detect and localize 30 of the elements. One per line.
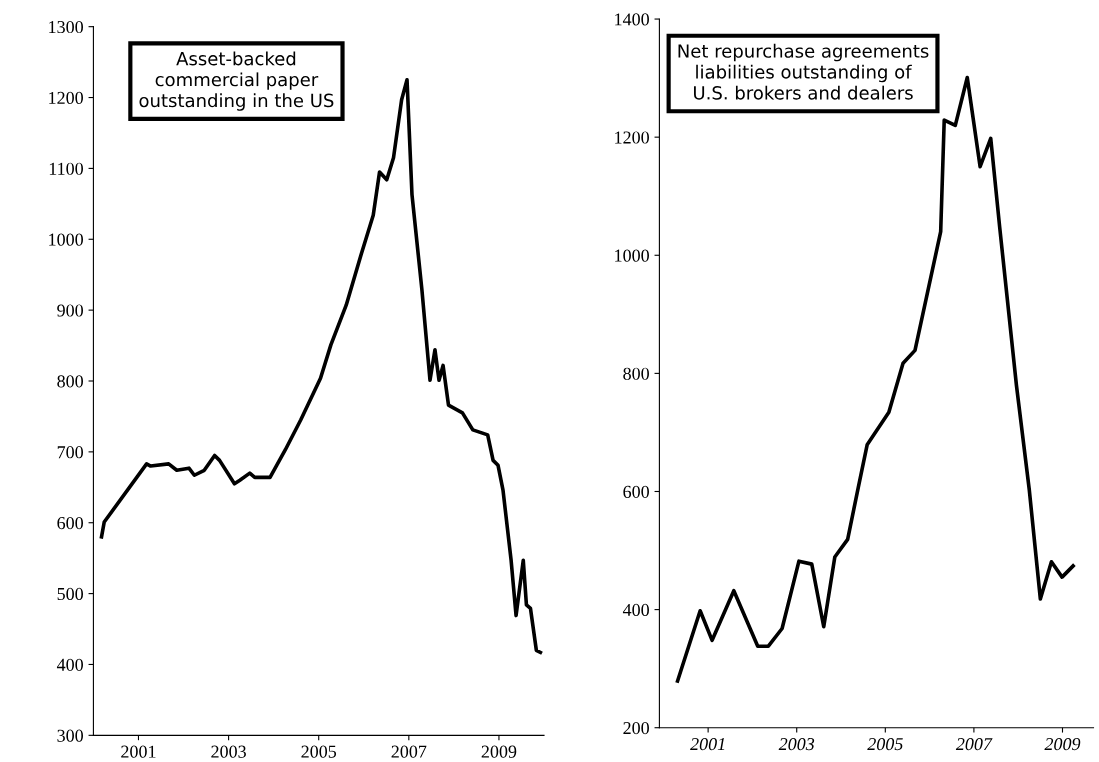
y-tick-label: 500 [57,587,83,601]
y-tick-label: 1300 [49,20,83,34]
y-tick-label: 1200 [615,131,649,144]
y-tick-label: 700 [57,446,83,459]
y-tick-label: 1000 [49,233,83,246]
x-tick-label: 2001 [690,737,725,751]
x-tick-label: 2001 [121,745,156,758]
y-tick-label: 900 [57,304,83,317]
y-tick-label: 600 [57,516,83,530]
y-tick-label: 1200 [49,91,83,104]
x-tick-label: 2005 [867,737,903,751]
y-tick-label: 600 [623,485,649,498]
y-tick-label: 800 [57,375,83,388]
y-tick-label: 200 [623,721,649,735]
x-tick-label: 2003 [778,737,815,751]
y-tick-label: 1400 [615,13,649,26]
x-tick-label: 2007 [955,737,993,751]
y-tick-label: 800 [623,367,649,380]
y-tick-label: 1000 [615,249,649,262]
text: Asset-backed commercial paper outstanding in the US [139,51,334,111]
x-tick-label: 2009 [1044,737,1081,751]
y-tick-label: 300 [57,729,83,742]
x-tick-label: 2009 [481,745,517,758]
x-tick-label: 2003 [211,745,246,758]
x-tick-label: 2005 [301,745,337,758]
x-tick-label: 2007 [391,745,427,758]
y-tick-label: 400 [56,658,83,671]
y-tick-label: 400 [622,603,649,617]
y-tick-label: 1100 [49,162,83,175]
text: Net repurchase agreements liabilities outstanding of U.S. brokers and dealers [678,43,929,100]
